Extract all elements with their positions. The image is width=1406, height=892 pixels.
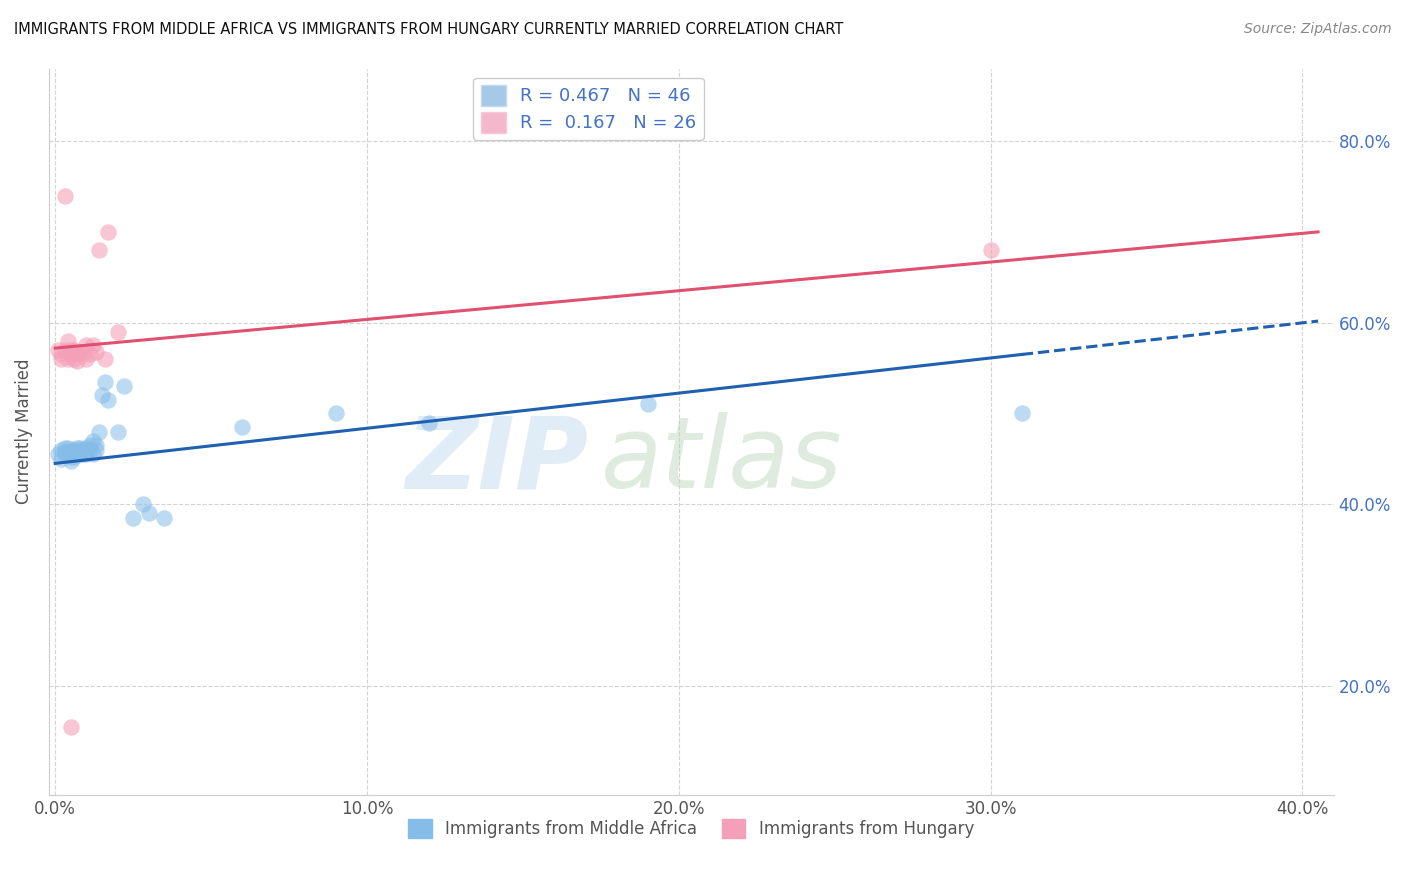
Point: [59, 720, 82, 734]
Y-axis label: Currently Married: Currently Married: [15, 359, 32, 504]
Point: [84, 344, 107, 359]
Point: [1011, 407, 1033, 421]
Point: [56, 447, 79, 461]
Point: [72, 442, 94, 457]
Point: [75, 351, 97, 366]
Point: [59, 453, 82, 467]
Point: [325, 407, 347, 421]
Point: [56, 334, 79, 348]
Point: [56, 351, 79, 366]
Point: [82, 338, 104, 352]
Point: [69, 447, 91, 461]
Point: [69, 442, 91, 457]
Point: [87, 243, 110, 257]
Point: [97, 392, 120, 407]
Point: [59, 442, 82, 457]
Point: [980, 243, 1002, 257]
Point: [51, 442, 73, 457]
Point: [79, 442, 101, 457]
Point: [51, 451, 73, 466]
Point: [112, 379, 135, 393]
Point: [72, 447, 94, 461]
Point: [79, 438, 101, 452]
Point: [75, 444, 97, 458]
Point: [46, 447, 69, 461]
Point: [94, 375, 117, 389]
Point: [66, 441, 89, 455]
Point: [66, 347, 89, 361]
Point: [46, 343, 69, 357]
Point: [69, 344, 91, 359]
Point: [51, 351, 73, 366]
Point: [59, 450, 82, 464]
Text: Source: ZipAtlas.com: Source: ZipAtlas.com: [1244, 22, 1392, 37]
Point: [63, 447, 86, 461]
Text: IMMIGRANTS FROM MIDDLE AFRICA VS IMMIGRANTS FROM HUNGARY CURRENTLY MARRIED CORRE: IMMIGRANTS FROM MIDDLE AFRICA VS IMMIGRA…: [14, 22, 844, 37]
Point: [63, 442, 86, 457]
Text: atlas: atlas: [602, 412, 844, 509]
Point: [75, 338, 97, 352]
Legend: Immigrants from Middle Africa, Immigrants from Hungary: Immigrants from Middle Africa, Immigrant…: [402, 812, 981, 845]
Point: [75, 447, 97, 461]
Point: [131, 497, 153, 511]
Point: [53, 444, 76, 458]
Point: [72, 347, 94, 361]
Point: [94, 351, 117, 366]
Point: [84, 438, 107, 452]
Text: ZIP: ZIP: [405, 412, 589, 509]
Point: [63, 450, 86, 464]
Point: [79, 347, 101, 361]
Point: [231, 420, 253, 434]
Point: [91, 388, 114, 402]
Point: [138, 506, 160, 520]
Point: [63, 351, 86, 366]
Point: [51, 347, 73, 361]
Point: [56, 441, 79, 455]
Point: [82, 434, 104, 448]
Point: [53, 188, 76, 202]
Point: [122, 511, 145, 525]
Point: [53, 441, 76, 455]
Point: [84, 442, 107, 457]
Point: [66, 353, 89, 368]
Point: [66, 444, 89, 458]
Point: [53, 343, 76, 357]
Point: [59, 347, 82, 361]
Point: [87, 425, 110, 439]
Point: [107, 425, 129, 439]
Point: [69, 441, 91, 455]
Point: [66, 447, 89, 461]
Point: [107, 325, 129, 339]
Point: [59, 343, 82, 357]
Point: [53, 447, 76, 461]
Point: [75, 441, 97, 455]
Point: [153, 511, 176, 525]
Point: [82, 447, 104, 461]
Point: [63, 343, 86, 357]
Point: [97, 225, 120, 239]
Point: [637, 397, 659, 411]
Point: [418, 416, 440, 430]
